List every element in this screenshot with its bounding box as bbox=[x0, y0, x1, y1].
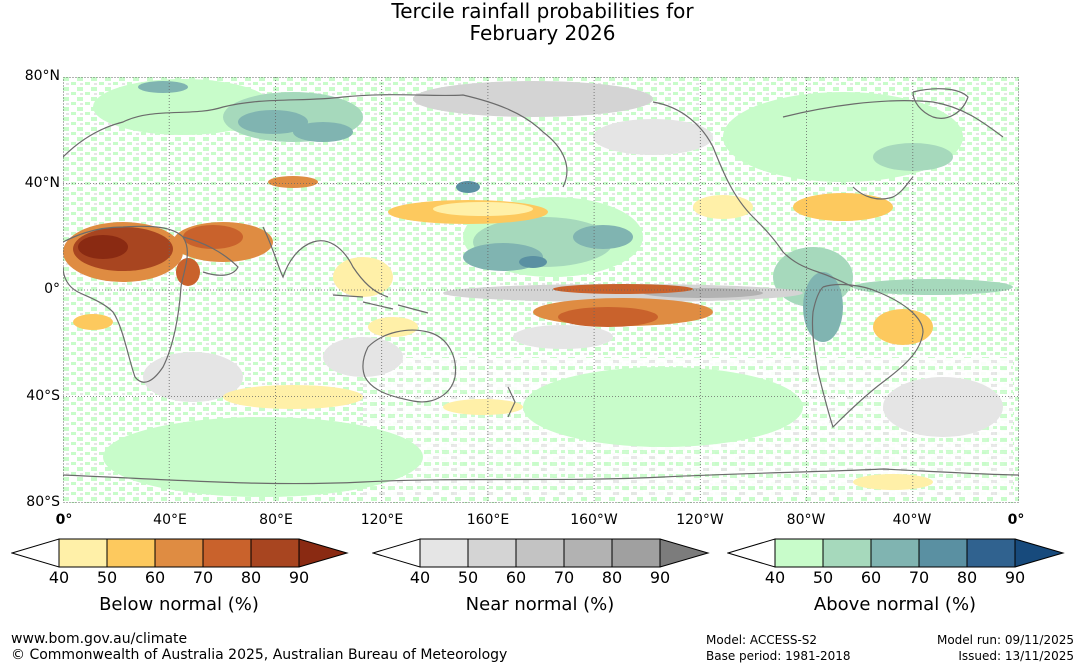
above-normal-label: Above normal (%) bbox=[813, 594, 977, 615]
below-swatch-90 bbox=[299, 539, 347, 567]
above-swatch-50 bbox=[823, 539, 871, 567]
above-tick-40: 40 bbox=[764, 568, 786, 587]
title-line-2: February 2026 bbox=[469, 21, 616, 45]
near-swatch-90 bbox=[660, 539, 708, 567]
colorbar-below-normal bbox=[11, 538, 351, 568]
below-tick-70: 70 bbox=[192, 568, 214, 587]
footer-base-period: Base period: 1981-2018 bbox=[706, 649, 851, 663]
footer-model: Model: ACCESS-S2 bbox=[706, 633, 818, 647]
above-swatch-under bbox=[727, 538, 776, 568]
near-normal-label: Near normal (%) bbox=[465, 594, 615, 615]
below-tick-40: 40 bbox=[48, 568, 70, 587]
below-tick-90: 90 bbox=[288, 568, 310, 587]
lon-label-160w: 160°W bbox=[570, 512, 618, 528]
above-tick-50: 50 bbox=[812, 568, 834, 587]
near-swatch-under bbox=[372, 538, 421, 568]
below-swatch-80 bbox=[251, 539, 299, 567]
lon-label-40e: 40°E bbox=[153, 512, 187, 528]
lon-label-80w: 80°W bbox=[786, 512, 826, 528]
below-swatch-70 bbox=[203, 539, 251, 567]
colorbar-above-svg bbox=[727, 538, 1065, 568]
near-tick-60: 60 bbox=[505, 568, 527, 587]
above-tick-90: 90 bbox=[1004, 568, 1026, 587]
near-tick-40: 40 bbox=[409, 568, 431, 587]
footer-issued: Issued: 13/11/2025 bbox=[958, 649, 1074, 663]
colorbar-near-normal bbox=[372, 538, 712, 568]
lat-label-80n: 80°N bbox=[24, 68, 60, 84]
title-line-1: Tercile rainfall probabilities for bbox=[391, 0, 694, 23]
below-swatch-60 bbox=[155, 539, 203, 567]
graticule bbox=[63, 77, 1019, 503]
near-swatch-80 bbox=[612, 539, 660, 567]
near-tick-80: 80 bbox=[601, 568, 623, 587]
below-swatch-under bbox=[11, 538, 60, 568]
footer-copyright: © Commonwealth of Australia 2025, Austra… bbox=[11, 647, 508, 663]
below-tick-80: 80 bbox=[240, 568, 262, 587]
near-tick-70: 70 bbox=[553, 568, 575, 587]
lon-label-160e: 160°E bbox=[466, 512, 510, 528]
colorbar-near-svg bbox=[372, 538, 710, 568]
lon-label-120e: 120°E bbox=[360, 512, 404, 528]
above-tick-80: 80 bbox=[956, 568, 978, 587]
above-swatch-70 bbox=[919, 539, 967, 567]
map-canvas bbox=[63, 77, 1019, 503]
lat-label-40n: 40°N bbox=[24, 175, 60, 191]
map-frame bbox=[63, 77, 1019, 503]
colorbar-above-normal bbox=[727, 538, 1067, 568]
lon-label-0-east: 0° bbox=[1007, 512, 1025, 528]
near-swatch-50 bbox=[468, 539, 516, 567]
below-tick-60: 60 bbox=[144, 568, 166, 587]
above-tick-60: 60 bbox=[860, 568, 882, 587]
above-swatch-60 bbox=[871, 539, 919, 567]
lon-label-0-west: 0° bbox=[55, 512, 73, 528]
world-map bbox=[63, 77, 1019, 503]
lon-label-40w: 40°W bbox=[892, 512, 932, 528]
chart-title: Tercile rainfall probabilities for Febru… bbox=[0, 0, 1085, 44]
below-tick-50: 50 bbox=[96, 568, 118, 587]
near-tick-90: 90 bbox=[649, 568, 671, 587]
above-swatch-40 bbox=[775, 539, 823, 567]
lon-label-80e: 80°E bbox=[259, 512, 293, 528]
colorbar-below-svg bbox=[11, 538, 349, 568]
near-swatch-40 bbox=[420, 539, 468, 567]
lat-label-equator: 0° bbox=[44, 281, 60, 297]
near-tick-50: 50 bbox=[457, 568, 479, 587]
below-normal-label: Below normal (%) bbox=[99, 594, 259, 615]
above-swatch-90 bbox=[1015, 539, 1063, 567]
coastlines bbox=[63, 88, 1019, 485]
above-swatch-80 bbox=[967, 539, 1015, 567]
near-swatch-70 bbox=[564, 539, 612, 567]
footer-website: www.bom.gov.au/climate bbox=[11, 631, 188, 647]
below-swatch-50 bbox=[107, 539, 155, 567]
below-swatch-40 bbox=[59, 539, 107, 567]
near-swatch-60 bbox=[516, 539, 564, 567]
above-tick-70: 70 bbox=[908, 568, 930, 587]
lat-label-80s: 80°S bbox=[26, 494, 60, 510]
lat-label-40s: 40°S bbox=[26, 388, 60, 404]
lon-label-120w: 120°W bbox=[676, 512, 724, 528]
footer-model-run: Model run: 09/11/2025 bbox=[936, 633, 1074, 647]
